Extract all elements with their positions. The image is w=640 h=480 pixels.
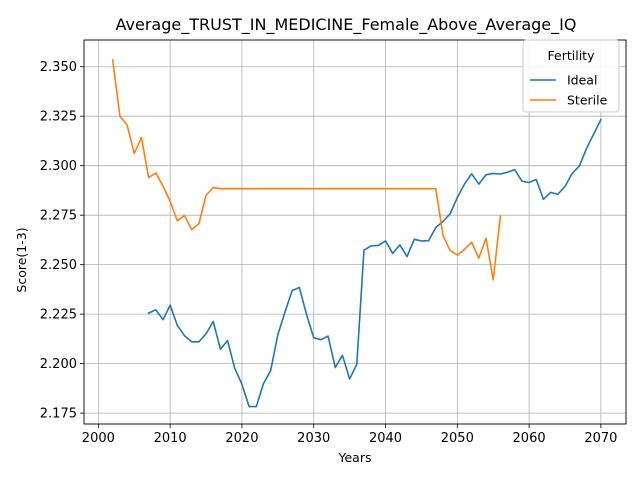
legend-label-sterile: Sterile xyxy=(567,93,608,108)
legend-title: Fertility xyxy=(548,48,596,63)
x-tick-label: 2070 xyxy=(584,431,617,446)
x-tick-label: 2000 xyxy=(82,431,115,446)
y-tick-label: 2.275 xyxy=(40,209,77,224)
x-tick-label: 2050 xyxy=(441,431,474,446)
series-line-sterile xyxy=(111,59,502,281)
x-tick-label: 2010 xyxy=(154,431,187,446)
plot-area-frame xyxy=(83,39,627,425)
y-tick-label: 2.325 xyxy=(40,110,77,125)
y-tick-label: 2.250 xyxy=(40,258,77,273)
x-axis-label: Years xyxy=(338,450,372,465)
legend-label-ideal: Ideal xyxy=(567,73,597,88)
series-line-ideal xyxy=(147,118,602,408)
x-tick-label: 2060 xyxy=(513,431,546,446)
y-tick-label: 2.200 xyxy=(40,357,77,372)
y-axis-label: Score(1-3) xyxy=(14,227,29,292)
series-lines xyxy=(111,59,602,408)
legend: Fertility Ideal Sterile xyxy=(522,39,620,113)
axis-ticks: 2000 2010 2020 2030 2040 2050 2060 2070 2.175 2.2… xyxy=(40,60,618,446)
chart-title: Average_TRUST_IN_MEDICINE_Female_Above_A… xyxy=(116,15,577,35)
x-tick-label: 2040 xyxy=(369,431,402,446)
y-tick-label: 2.300 xyxy=(40,159,77,174)
legend-box xyxy=(522,39,620,113)
x-tick-label: 2030 xyxy=(297,431,330,446)
y-tick-label: 2.350 xyxy=(40,60,77,75)
x-tick-label: 2020 xyxy=(225,431,258,446)
y-tick-label: 2.225 xyxy=(40,308,77,323)
y-tick-label: 2.175 xyxy=(40,407,77,422)
legend-items: Ideal Sterile xyxy=(530,73,608,108)
